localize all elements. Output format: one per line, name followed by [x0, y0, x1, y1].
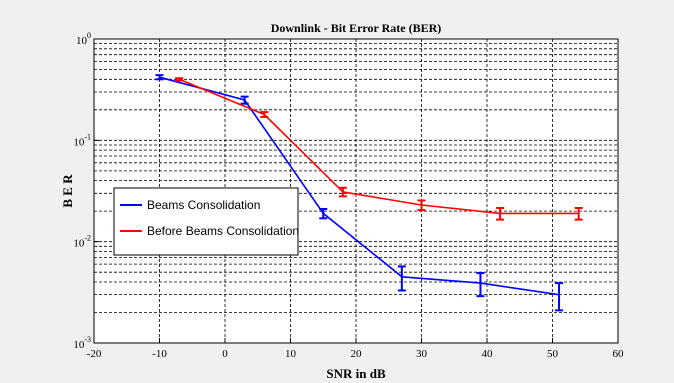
x-tick-label: 0	[222, 348, 228, 360]
x-tick-label: 20	[351, 348, 363, 360]
x-tick-label: 10	[285, 348, 297, 360]
y-tick-label: 10-1	[73, 132, 91, 148]
error-bar	[338, 186, 347, 198]
y-tick-label: 10-2	[73, 234, 91, 250]
series-line	[178, 78, 579, 215]
legend-box	[113, 187, 299, 256]
series-line	[159, 76, 560, 296]
x-tick-label: -20	[87, 348, 102, 360]
error-bar	[155, 74, 164, 81]
legend-label-beams-consolidation: Beams Consolidation	[147, 198, 260, 212]
x-tick-label: 30	[416, 348, 428, 360]
error-bar	[319, 208, 328, 220]
error-bar	[555, 282, 564, 312]
x-axis-label: SNR in dB	[326, 366, 386, 381]
x-tick-label: 60	[613, 348, 625, 360]
error-bar	[240, 95, 249, 105]
ticks: -20 -10 0 10 20 30 40 50 60 10-3 10-2 10-1 100	[73, 31, 624, 360]
y-axis-label: B E R	[60, 174, 75, 208]
x-tick-label: 50	[547, 348, 559, 360]
error-bar	[175, 77, 184, 82]
error-bar	[574, 206, 583, 221]
series-before-beams-consolidation	[175, 77, 583, 221]
error-bar	[476, 272, 485, 298]
legend-label-before-beams-consolidation: Before Beams Consolidation	[147, 224, 299, 238]
error-bar	[260, 111, 269, 118]
x-tick-label: 40	[482, 348, 494, 360]
y-tick-label: 100	[76, 31, 91, 47]
error-bar	[417, 199, 426, 212]
error-bar	[397, 265, 406, 292]
x-tick-label: -10	[152, 348, 167, 360]
legend: Beams Consolidation Before Beams Consoli…	[113, 187, 299, 256]
error-bar	[496, 206, 505, 221]
series-beams-consolidation	[155, 74, 564, 312]
series	[155, 74, 583, 312]
chart-title: Downlink - Bit Error Rate (BER)	[271, 21, 442, 35]
y-tick-label: 10-3	[73, 335, 91, 351]
